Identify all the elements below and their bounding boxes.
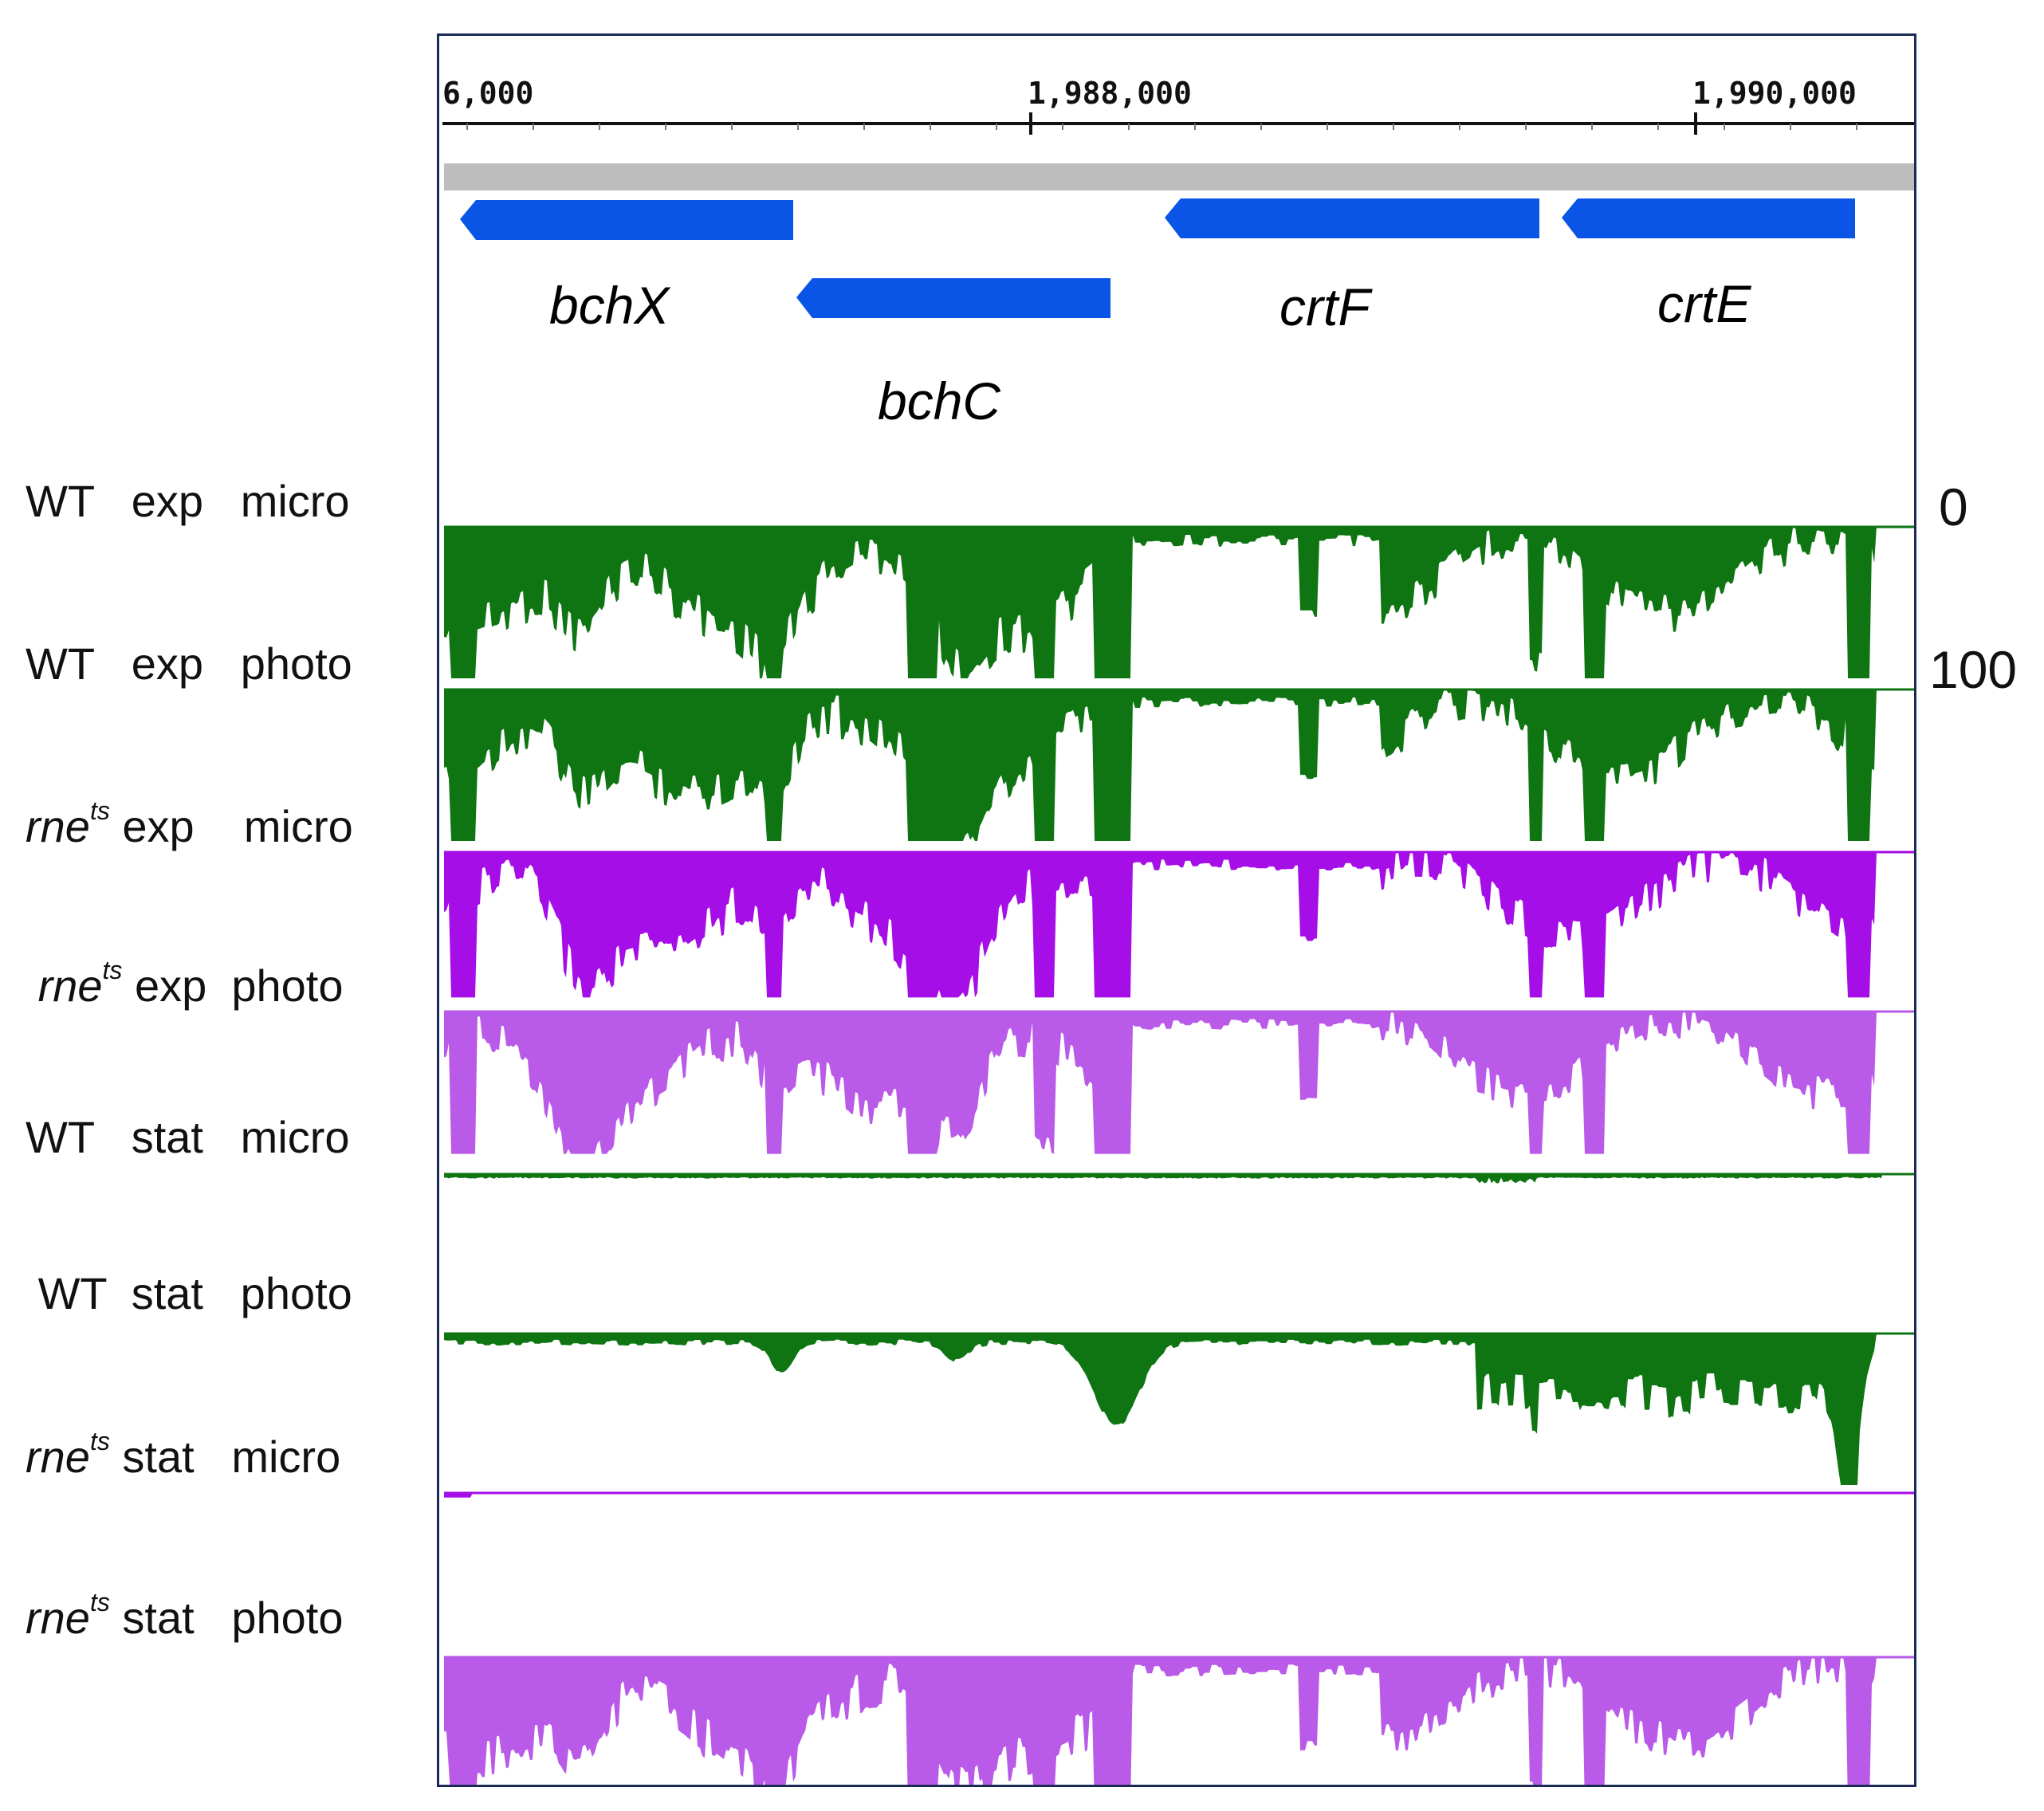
track-label-text: stat photo	[109, 1593, 344, 1643]
track-label: WT exp micro	[26, 475, 350, 527]
coverage-tracks	[444, 525, 1914, 1785]
track-label-superscript: ts	[89, 1427, 110, 1455]
ruler-minor-tick	[996, 124, 997, 130]
track-label-gene: rne	[26, 1432, 90, 1482]
ruler-minor-tick	[1327, 124, 1328, 130]
coordinate-ruler: 6,000 1,988,000 1,990,000	[439, 36, 1914, 147]
gene-label-bchX: bchX	[549, 276, 670, 335]
track-label-superscript: ts	[89, 796, 110, 825]
ruler-minor-tick	[1724, 124, 1725, 130]
ruler-major-tick	[1694, 112, 1697, 135]
track-label-text: WT exp micro	[26, 476, 350, 526]
ruler-minor-tick	[665, 124, 666, 130]
gene-arrow-crtF[interactable]	[1165, 198, 1539, 238]
ruler-minor-tick	[1459, 124, 1460, 130]
track-label-gene: rne	[26, 1593, 90, 1643]
gene-label-bchC: bchC	[878, 371, 1001, 430]
ruler-minor-tick	[930, 124, 931, 130]
gene-label-crtE: crtE	[1657, 274, 1751, 333]
ruler-minor-tick	[1525, 124, 1527, 130]
track-label-text: exp photo	[122, 960, 344, 1011]
track-label-pad	[26, 1268, 38, 1318]
ruler-minor-tick	[863, 124, 865, 130]
track-label-text: WT exp photo	[26, 638, 352, 689]
track-label-superscript: ts	[89, 1588, 110, 1617]
ruler-minor-tick	[533, 124, 534, 130]
ruler-minor-tick	[1393, 124, 1394, 130]
coverage-profile	[444, 1174, 1882, 1184]
coverage-profile	[444, 527, 1882, 678]
ruler-minor-tick	[466, 124, 468, 130]
ruler-line	[442, 122, 1914, 125]
ruler-minor-tick	[1856, 124, 1857, 130]
track-label: rnets stat photo	[26, 1589, 344, 1644]
coverage-profile	[444, 1012, 1882, 1154]
gene-label-crtF: crtF	[1279, 277, 1370, 336]
track-label: rnets stat micro	[26, 1428, 341, 1483]
track-label-pad	[26, 960, 38, 1011]
ruler-tick-label-left: 6,000	[442, 76, 534, 111]
track-label: WT exp photo	[26, 638, 352, 689]
ruler-tick-label-right: 1,990,000	[1692, 76, 1857, 111]
track-label: WT stat micro	[26, 1111, 350, 1163]
track-label: rnets exp micro	[26, 798, 353, 852]
ruler-minor-tick	[731, 124, 733, 130]
track-label-text: WT stat micro	[26, 1112, 350, 1162]
coverage-profile	[444, 852, 1882, 998]
scale-min-label: 0	[1939, 477, 1968, 536]
ruler-minor-tick	[1062, 124, 1063, 130]
scale-max-label: 100	[1929, 640, 2018, 699]
ruler-minor-tick	[1128, 124, 1130, 130]
track-label-gene: rne	[26, 801, 90, 851]
ruler-minor-tick	[599, 124, 600, 130]
sequence-bar	[444, 163, 1914, 191]
ruler-minor-tick	[1260, 124, 1262, 130]
gene-track	[460, 198, 1855, 318]
gene-arrow-bchX[interactable]	[460, 200, 793, 240]
gene-arrow-bchC[interactable]	[796, 278, 1110, 318]
track-label-text: exp micro	[109, 801, 353, 851]
genome-viewer: 6,000 1,988,000 1,990,000 bchX bchC crtF…	[437, 33, 1916, 1787]
ruler-major-tick	[1029, 112, 1032, 135]
ruler-minor-tick	[1790, 124, 1791, 130]
track-label-gene: rne	[37, 960, 103, 1011]
track-label-superscript: ts	[102, 956, 123, 984]
ruler-minor-tick	[1657, 124, 1659, 130]
coverage-profile	[444, 1334, 1882, 1485]
coverage-profile	[444, 689, 1882, 841]
track-label-text: WT stat photo	[37, 1268, 352, 1318]
track-label: rnets exp photo	[26, 957, 344, 1012]
ruler-minor-tick	[1194, 124, 1196, 130]
track-label: WT stat photo	[26, 1267, 352, 1319]
ruler-minor-tick	[797, 124, 799, 130]
ruler-minor-tick	[1591, 124, 1593, 130]
ruler-tick-label-middle: 1,988,000	[1028, 76, 1192, 111]
gene-arrow-crtE[interactable]	[1562, 198, 1855, 238]
track-label-text: stat micro	[109, 1432, 341, 1482]
coverage-profile	[444, 1657, 1882, 1785]
